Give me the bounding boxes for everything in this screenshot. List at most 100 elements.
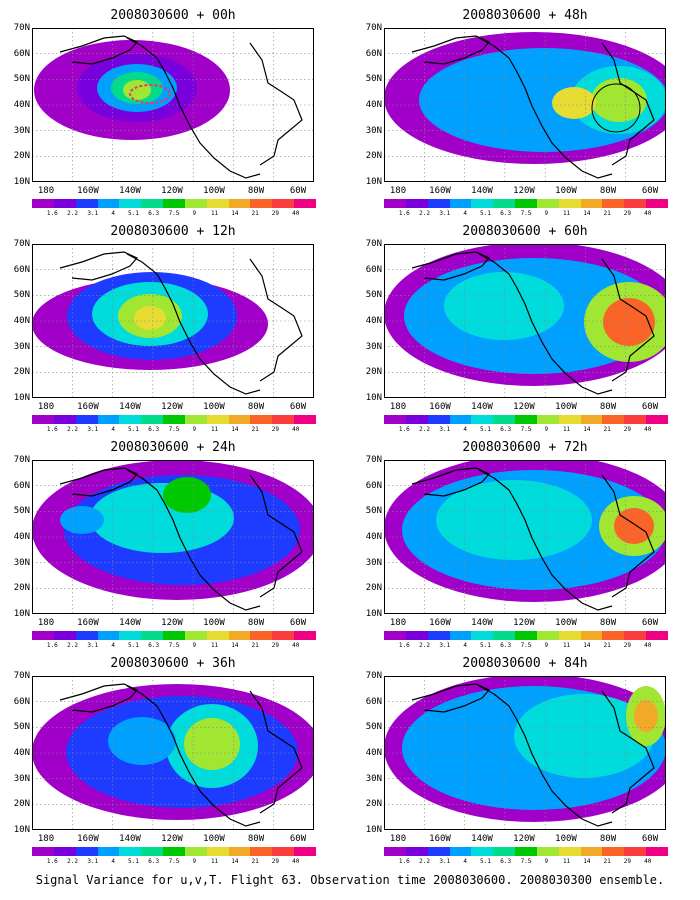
colorbar-label: 3.1 [87, 642, 99, 649]
latitude-tick-label: 30N [365, 341, 382, 352]
colorbar [384, 847, 668, 856]
colorbar-label: 14 [231, 210, 239, 217]
colorbar-swatch [602, 199, 625, 208]
panel-title: 2008030600 + 72h [462, 440, 588, 455]
colorbar-label: 40 [292, 858, 300, 865]
longitude-tick-label: 140W [471, 402, 493, 412]
colorbar-labels: 1.6 2.2 3.1 4 5.1 6.3 7.5 9 11 14 21 29 40 [384, 426, 668, 434]
coastline [411, 467, 490, 497]
latitude-tick-label: 50N [365, 290, 382, 301]
colorbar-label: 6.3 [148, 426, 160, 433]
colorbar-label: 7.5 [168, 210, 180, 217]
longitude-tick-label: 140W [471, 834, 493, 844]
colorbar-label: 1.6 [398, 426, 410, 433]
colorbar-label: 6.3 [500, 858, 512, 865]
colorbar-label: 4 [463, 642, 467, 649]
colorbar-swatch [602, 847, 625, 856]
colorbar-swatch [228, 631, 251, 640]
longitude-tick-label: 120W [161, 186, 183, 196]
colorbar-swatch [471, 847, 494, 856]
colorbar-swatch [250, 415, 273, 424]
variance-map [384, 28, 666, 182]
colorbar-swatch [384, 631, 406, 640]
colorbar-swatch [558, 847, 581, 856]
latitude-tick-label: 50N [13, 290, 30, 301]
colorbar-label: 6.3 [500, 210, 512, 217]
colorbar-swatch [228, 415, 251, 424]
colorbar [32, 847, 316, 856]
colorbar-label: 29 [623, 210, 632, 217]
latitude-tick-label: 30N [365, 125, 382, 136]
colorbar-label: 21 [251, 642, 259, 649]
latitude-tick-label: 70N [13, 239, 30, 249]
colorbar-swatch [119, 847, 142, 856]
longitude-tick-label: 180 [389, 834, 407, 844]
coastline [411, 35, 490, 65]
colorbar-swatch [580, 415, 603, 424]
latitude-tick-label: 10N [13, 609, 30, 619]
colorbar-swatch [427, 631, 450, 640]
colorbar-swatch [206, 847, 229, 856]
latitude-tick-label: 20N [365, 151, 382, 162]
colorbar-swatch [405, 631, 428, 640]
colorbar-swatch [53, 631, 76, 640]
colorbar-label: 1.6 [46, 210, 58, 217]
colorbar-label: 1.6 [46, 642, 58, 649]
colorbar-swatch [471, 199, 494, 208]
latitude-tick-label: 50N [13, 506, 30, 517]
colorbar-swatch [119, 415, 142, 424]
colorbar-label: 7.5 [520, 858, 532, 865]
latitude-tick-label: 70N [365, 671, 382, 681]
longitude-tick-label: 100W [555, 618, 577, 628]
coastline [478, 469, 613, 611]
colorbar-label: 5.1 [128, 858, 139, 865]
latitude-tick-label: 60N [365, 480, 382, 491]
colorbar-label: 11 [210, 426, 219, 433]
colorbar-swatch [602, 415, 625, 424]
coastline [59, 467, 138, 497]
colorbar-swatch [515, 415, 537, 424]
longitude-tick-label: 140W [119, 402, 141, 412]
colorbar-label: 3.1 [439, 426, 451, 433]
colorbar-label: 5.1 [128, 642, 139, 649]
coastline [411, 251, 490, 281]
colorbar-swatch [536, 415, 559, 424]
colorbar-swatch [163, 415, 185, 424]
colorbar-label: 14 [583, 210, 591, 217]
colorbar-swatch [206, 631, 229, 640]
latitude-tick-label: 50N [365, 722, 382, 733]
colorbar-label: 5.1 [480, 210, 491, 217]
latitude-tick-label: 40N [365, 100, 382, 110]
latitude-tick-label: 70N [13, 671, 30, 681]
longitude-tick-label: 160W [429, 402, 451, 412]
colorbar-swatch [580, 199, 603, 208]
longitude-tick-label: 160W [429, 618, 451, 628]
colorbar-swatch [294, 199, 316, 208]
coastline [59, 683, 138, 713]
colorbar-label: 21 [603, 858, 611, 865]
colorbar-swatch [449, 415, 472, 424]
colorbar-swatch [294, 415, 316, 424]
panel-title: 2008030600 + 00h [110, 8, 236, 23]
variance-contour [444, 272, 564, 340]
colorbar-swatch [97, 631, 120, 640]
colorbar-swatch [97, 847, 120, 856]
colorbar-label: 11 [562, 858, 571, 865]
colorbar-swatch [646, 847, 668, 856]
colorbar-swatch [427, 199, 450, 208]
variance-contour [123, 80, 151, 100]
latitude-tick-label: 40N [13, 100, 30, 110]
colorbar-swatch [250, 847, 273, 856]
variance-contour [90, 483, 234, 553]
map-panel: 2008030600 + 36h 70N 60N 50N 40N 30N 20N 10N 180… [0, 654, 345, 869]
latitude-tick-label: 40N [13, 748, 30, 758]
colorbar-swatch [493, 199, 516, 208]
longitude-tick-label: 80W [247, 402, 265, 412]
colorbar-label: 9 [192, 642, 197, 649]
colorbar-label: 1.6 [398, 210, 410, 217]
colorbar-swatch [228, 847, 251, 856]
colorbar-label: 21 [251, 858, 259, 865]
colorbar-swatch [580, 631, 603, 640]
coastline [478, 685, 613, 827]
colorbar [32, 415, 316, 424]
